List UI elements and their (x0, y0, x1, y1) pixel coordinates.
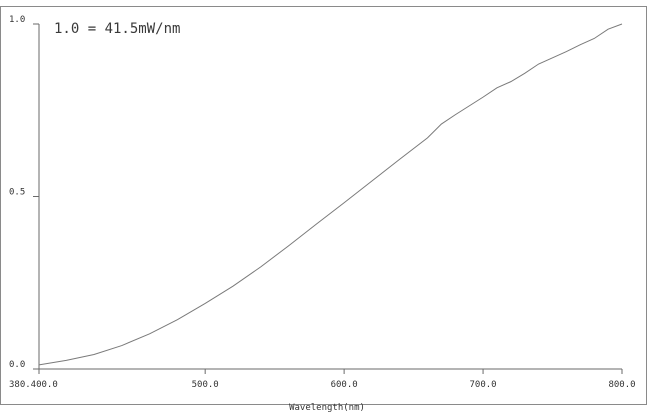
y-tick-label: 0.0 (9, 360, 25, 370)
x-tick-label: 380.400.0 (9, 380, 58, 390)
x-axis-title: Wavelength(nm) (289, 403, 365, 413)
x-tick-label: 800.0 (608, 380, 635, 390)
x-tick-label: 600.0 (331, 380, 358, 390)
ticks-group (33, 23, 623, 374)
x-tick-label: 500.0 (192, 380, 219, 390)
tick-labels-group: 0.0 0.5 1.0 380.400.0 500.0 600.0 700.0 800.0 (9, 15, 636, 390)
y-tick-label: 0.5 (9, 188, 25, 198)
x-tick-label: 700.0 (470, 380, 497, 390)
axes (38, 24, 622, 370)
calibration-annotation: 1.0 = 41.5mW/nm (54, 21, 180, 37)
y-tick-label: 1.0 (9, 15, 25, 25)
series-line (38, 23, 623, 366)
chart-frame (0, 6, 647, 405)
